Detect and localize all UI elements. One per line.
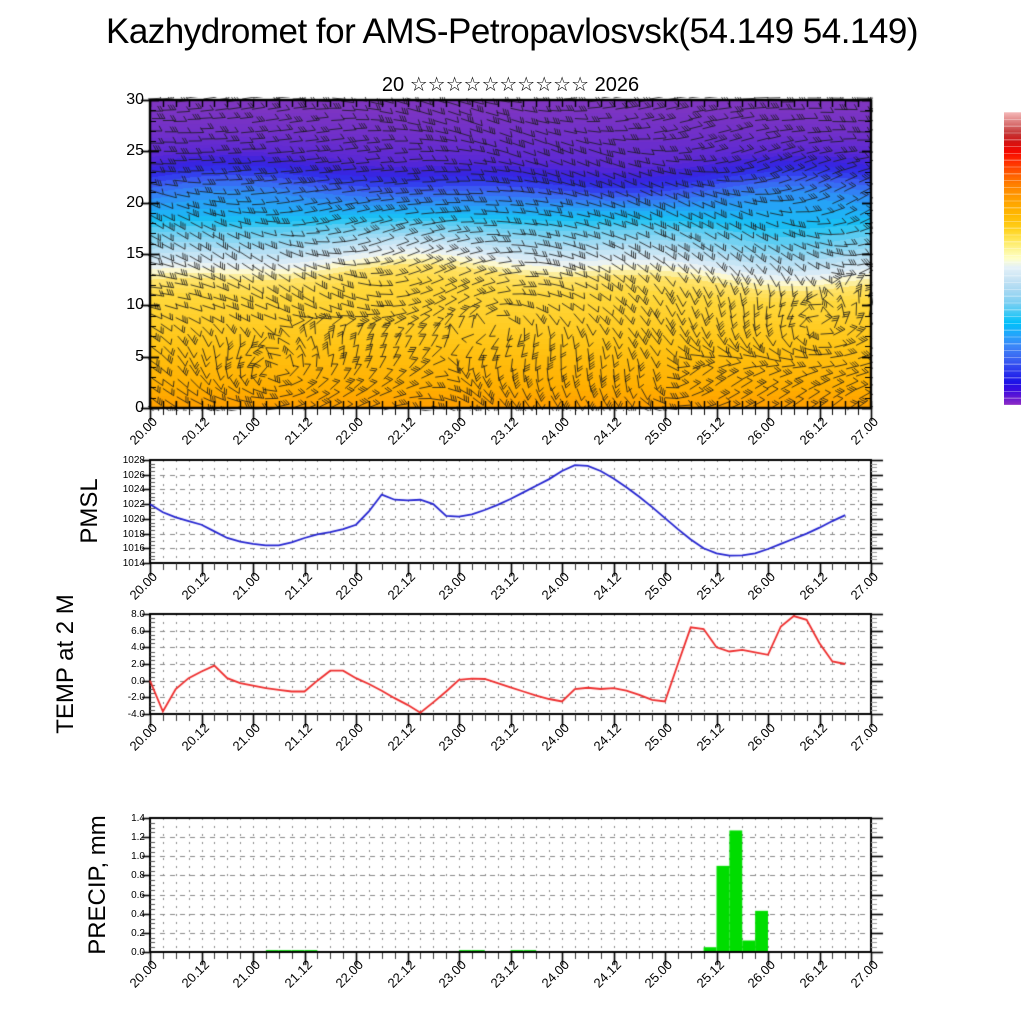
y-tick-label: 1014 [122,558,145,569]
y-tick-label: 1024 [122,484,145,496]
y-tick-label: 1.0 [131,851,145,863]
y-tick-label: 25 [126,142,144,160]
cross-section-date-title: 20 ☆☆☆☆☆☆☆☆☆☆ 2026 [381,74,640,96]
y-tick-label: 0.2 [131,927,145,939]
y-tick-label: 10 [126,296,144,314]
ylabel-pmsl: PMSL [76,478,103,544]
y-tick-label: 15 [126,245,144,262]
y-tick-label: 0.6 [131,889,145,901]
y-tick-label: 0.4 [131,908,145,920]
y-tick-label: 0 [135,399,144,416]
y-tick-label: 5 [135,347,144,365]
y-tick-label: 1020 [122,513,145,525]
y-tick-label: 6.0 [131,625,145,637]
y-tick-label: 1028 [122,455,145,466]
y-tick-label: 1016 [122,543,145,555]
ylabel-temp: TEMP at 2 M [52,594,79,734]
y-tick-label: -2.0 [127,692,145,704]
y-tick-label: 1.4 [131,813,145,824]
y-tick-label: 30 [126,91,144,108]
y-tick-label: 20 [126,193,144,211]
y-tick-label: 0.0 [131,947,145,958]
y-tick-label: 8.0 [131,609,145,620]
y-tick-label: 0.8 [131,870,145,882]
y-tick-label: 1026 [122,469,145,481]
y-tick-label: 2.0 [131,659,145,670]
y-tick-label: 0.0 [131,675,145,687]
y-tick-label: 4.0 [131,642,145,654]
y-tick-label: -4.0 [127,709,145,720]
page-title: Kazhydromet for AMS-Petropavlosvsk(54.14… [105,12,919,51]
y-tick-label: 1022 [122,499,145,511]
y-tick-label: 1.2 [131,832,145,844]
y-tick-label: 1018 [122,528,145,540]
color-scale-bar [1004,112,1021,405]
